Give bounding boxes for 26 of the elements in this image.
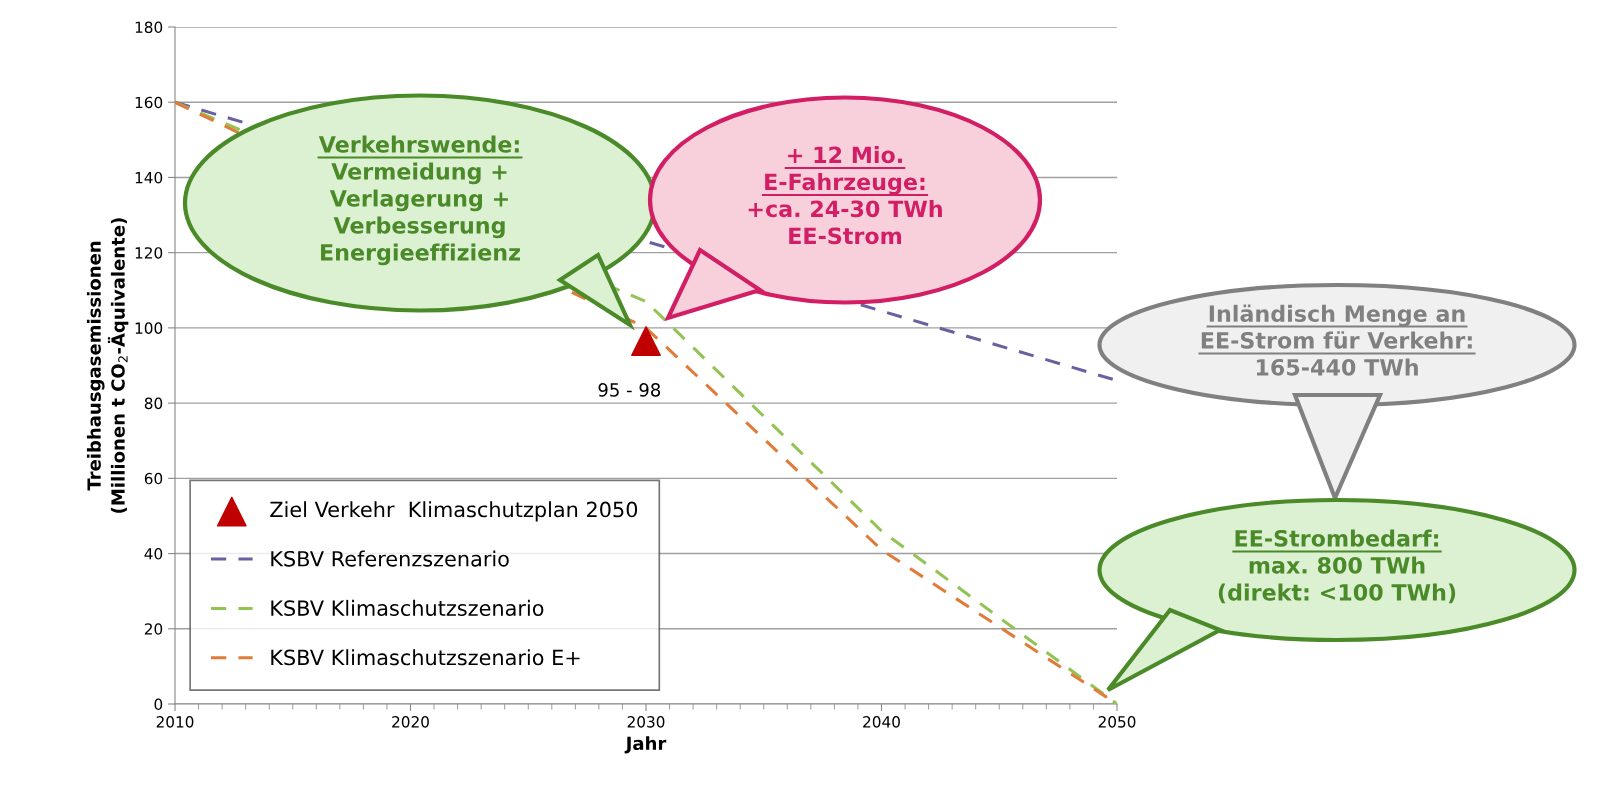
annotation: 95 - 98: [598, 383, 661, 397]
y-axis-title: Treibhausgasemissionen (Millionen t CO$_{2}$-Äquivalente): [86, 218, 129, 513]
x-tick-label: 2050: [1098, 716, 1136, 728]
annotation: + 12 Mio. E-Fahrzeuge: +ca. 24-30 TWh EE-Strom: [748, 146, 942, 245]
y-tick-label: 20: [144, 623, 163, 635]
x-tick-label: 2020: [392, 716, 429, 728]
y-tick-label: 140: [135, 171, 163, 184]
x-tick-label: 2010: [156, 716, 194, 728]
y-tick-label: 60: [144, 472, 163, 485]
y-tick-label: 0: [154, 698, 163, 711]
y-tick-label: 160: [135, 96, 163, 109]
y-tick-label: 120: [135, 247, 163, 259]
text: EE-Strombedarf: max. 800 TWh (direkt: <100 TWh): [1218, 529, 1456, 604]
legend-label: KSBV Klimaschutzszenario E+: [271, 649, 580, 666]
x-tick-label: 2040: [863, 716, 900, 728]
legend-label: Ziel Verkehr Klimaschutzplan 2050: [270, 501, 638, 522]
y-tick-label: 180: [135, 21, 163, 34]
y-tick-label: 80: [144, 397, 163, 410]
text: Inländisch Menge an EE-Strom für Verkehr: 165-440 TWh: [1201, 304, 1472, 376]
y-tick-label: 100: [135, 322, 163, 334]
x-axis-title: Jahr: [624, 736, 667, 754]
legend-label: KSBV Referenzszenario: [271, 550, 509, 567]
legend-label: KSBV Klimaschutzszenario: [271, 599, 544, 616]
annotation: Verkehrswende: Vermeidung + Verlagerung + Verbesserung Energieeffizienz: [318, 135, 520, 266]
x-tick-label: 2030: [627, 716, 665, 728]
y-tick-label: 40: [144, 548, 163, 560]
